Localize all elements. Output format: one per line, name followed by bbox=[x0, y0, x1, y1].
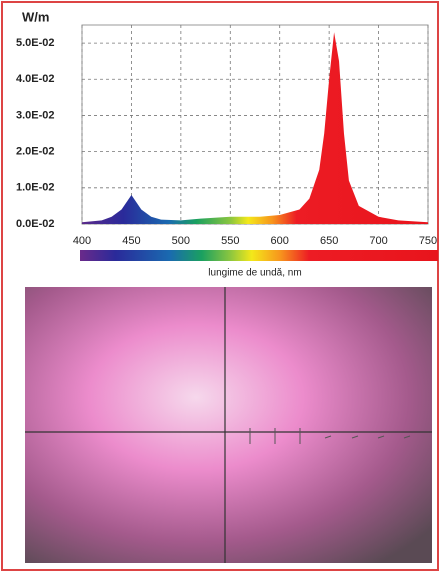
x-tick-label: 600 bbox=[271, 235, 289, 247]
y-tick-label: 0.0E-02 bbox=[16, 218, 55, 230]
x-tick-label: 500 bbox=[172, 235, 190, 247]
photo-marks bbox=[249, 428, 411, 444]
y-tick-label: 2.0E-02 bbox=[16, 146, 55, 158]
x-tick-label: 400 bbox=[73, 235, 91, 247]
x-axis-label: lungime de undă, nm bbox=[208, 268, 301, 279]
spectrum-area bbox=[82, 32, 428, 225]
y-tick-label: 3.0E-02 bbox=[16, 109, 55, 121]
x-tick-label: 550 bbox=[221, 235, 239, 247]
y-axis-label: W/m bbox=[22, 9, 49, 24]
light-photo bbox=[25, 287, 432, 563]
color-bar bbox=[80, 250, 438, 261]
y-tick-label: 5.0E-02 bbox=[16, 37, 55, 49]
x-tick-label: 450 bbox=[122, 235, 140, 247]
y-tick-label: 4.0E-02 bbox=[16, 73, 55, 85]
y-tick-label: 1.0E-02 bbox=[16, 182, 55, 194]
x-tick-label: 700 bbox=[369, 235, 387, 247]
x-tick-label: 650 bbox=[320, 235, 338, 247]
x-tick-label: 750 bbox=[419, 235, 437, 247]
